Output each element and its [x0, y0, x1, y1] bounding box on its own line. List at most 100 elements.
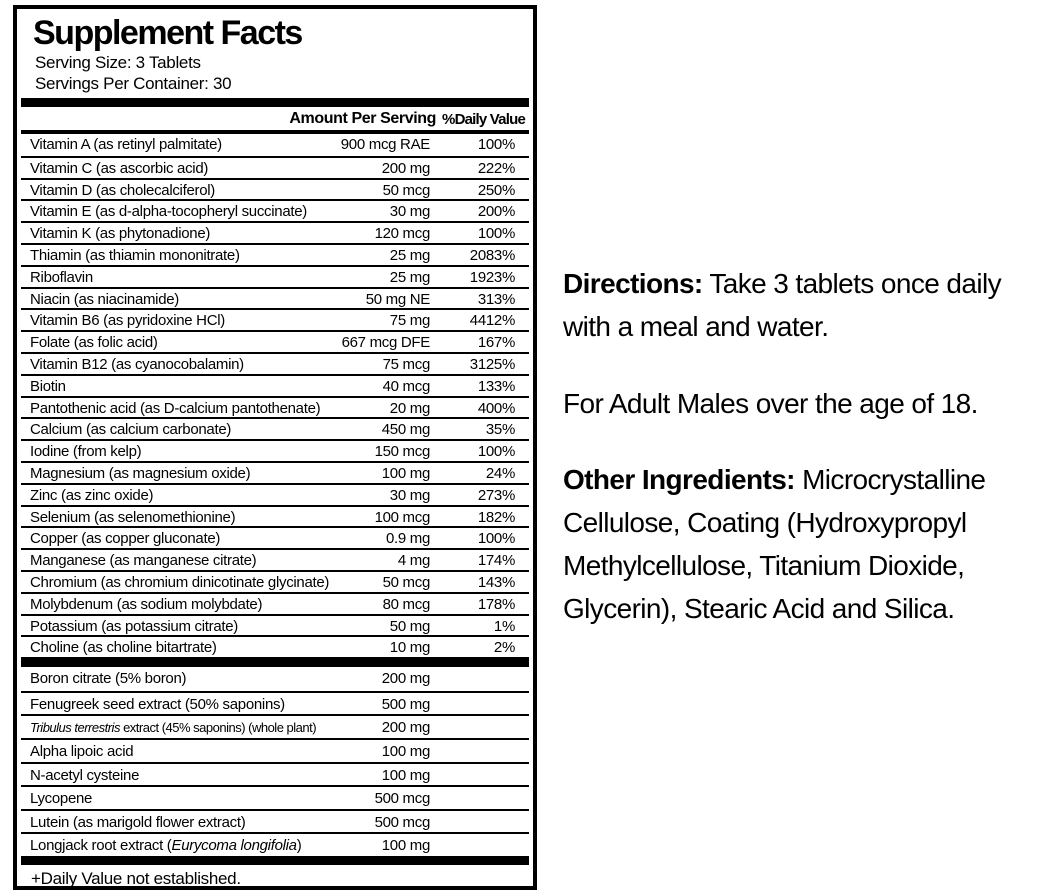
- nutrient-name: Calcium (as calcium carbonate): [30, 421, 232, 439]
- nutrient-daily-value: 100%: [477, 530, 515, 548]
- nutrient-amount: 450 mg: [381, 421, 431, 439]
- nutrient-daily-value: 143%: [477, 573, 515, 591]
- table-row: Choline (as choline bitartrate) 10 mg 2%: [21, 635, 529, 657]
- daily-value-column-header: %Daily Value: [442, 111, 526, 128]
- nutrient-daily-value: 3125%: [469, 355, 516, 373]
- table-row: Iodine (from kelp) 150 mcg 100%: [21, 439, 529, 461]
- nutrient-amount: 200 mg: [381, 159, 431, 177]
- table-row: Copper (as copper gluconate) 0.9 mg 100%: [21, 526, 529, 548]
- nutrients-table: Vitamin A (as retinyl palmitate) 900 mcg …: [21, 134, 529, 657]
- nutrient-name: Vitamin A (as retinyl palmitate): [30, 136, 222, 153]
- nutrient-name: Lycopene: [30, 790, 93, 808]
- nutrient-name: Potassium (as potassium citrate): [30, 617, 238, 635]
- table-row: Vitamin B6 (as pyridoxine HCl) 75 mg 4412%: [21, 308, 529, 330]
- nutrient-daily-value: 100%: [477, 225, 515, 243]
- nutrient-name: Magnesium (as magnesium oxide): [30, 464, 251, 482]
- nutrient-daily-value: 182%: [477, 508, 515, 526]
- other-ingredients-paragraph: Other Ingredients: Microcrystalline Cell…: [563, 458, 1050, 630]
- table-row: Lycopene 500 mcg: [21, 785, 529, 809]
- nutrient-amount: 100 mg: [381, 837, 431, 855]
- nutrient-name: Iodine (from kelp): [30, 443, 142, 461]
- table-row: Vitamin D (as cholecalciferol) 50 mcg 250%: [21, 177, 529, 200]
- nutrient-amount: 100 mcg: [374, 508, 431, 526]
- nutrient-daily-value: 400%: [477, 399, 515, 417]
- nutrient-daily-value: 4412%: [469, 312, 516, 330]
- directions-paragraph: Directions: Take 3 tablets once daily wi…: [563, 262, 1050, 348]
- nutrient-daily-value: 133%: [477, 377, 515, 395]
- nutrient-daily-value: 250%: [477, 181, 515, 199]
- nutrient-name: Vitamin E (as d-alpha-tocopheryl succina…: [30, 203, 307, 221]
- nutrient-daily-value: 174%: [477, 552, 515, 570]
- nutrient-name: Zinc (as zinc oxide): [30, 486, 154, 504]
- nutrient-name: Lutein (as marigold flower extract): [30, 813, 246, 831]
- amount-column-header: Amount Per Serving: [289, 110, 436, 127]
- nutrient-daily-value: 273%: [477, 486, 515, 504]
- nutrient-name: Alpha lipoic acid: [30, 742, 134, 760]
- nutrient-amount: 50 mcg: [382, 573, 431, 591]
- audience-text: For Adult Males over the age of 18.: [563, 388, 978, 419]
- audience-paragraph: For Adult Males over the age of 18.: [563, 382, 1050, 425]
- nutrient-name: Fenugreek seed extract (50% saponins): [30, 695, 285, 713]
- table-row: Fenugreek seed extract (50% saponins) 500…: [21, 690, 529, 715]
- table-row: Pantothenic acid (as D-calcium pantothen…: [21, 395, 529, 418]
- serving-size: Serving Size: 3 Tablets: [35, 53, 201, 72]
- nutrient-amount: 50 mg NE: [365, 290, 431, 308]
- other-ingredients-text: Microcrystalline Cellulose, Coating (Hyd…: [563, 464, 986, 624]
- nutrient-amount: 75 mcg: [382, 355, 431, 373]
- table-row: Vitamin K (as phytonadione) 120 mcg 100%: [21, 221, 529, 243]
- table-row: Molybdenum (as sodium molybdate) 80 mcg 17…: [21, 591, 529, 614]
- nutrient-amount: 30 mg: [389, 203, 431, 221]
- nutrient-amount: 150 mcg: [374, 443, 431, 461]
- table-row: Biotin 40 mcg 133%: [21, 373, 529, 396]
- nutrient-amount: 4 mg: [397, 552, 430, 570]
- nutrient-name: N-acetyl cysteine: [30, 766, 140, 784]
- nutrient-amount: 50 mg: [389, 617, 431, 635]
- nutrient-daily-value: 24%: [485, 464, 515, 482]
- nutrient-amount: 80 mcg: [382, 595, 431, 613]
- botanicals-table: Boron citrate (5% boron) 200 mg Fenugreek …: [21, 667, 529, 856]
- nutrient-daily-value: 178%: [477, 595, 515, 613]
- table-row: Folate (as folic acid) 667 mcg DFE 167%: [21, 330, 529, 352]
- nutrient-daily-value: 167%: [477, 334, 515, 352]
- table-row: Chromium (as chromium dinicotinate glyci…: [21, 569, 529, 592]
- nutrient-amount: 10 mg: [389, 639, 431, 657]
- nutrient-amount: 25 mg: [389, 246, 431, 264]
- nutrient-amount: 500 mcg: [374, 790, 431, 808]
- nutrient-name: Riboflavin: [30, 268, 93, 286]
- nutrient-daily-value: 100%: [477, 136, 515, 153]
- table-row: Vitamin C (as ascorbic acid) 200 mg 222%: [21, 155, 529, 178]
- nutrient-name: Molybdenum (as sodium molybdate): [30, 595, 263, 613]
- nutrient-amount: 50 mcg: [382, 181, 431, 199]
- nutrient-amount: 100 mg: [381, 742, 431, 760]
- nutrient-name: Copper (as copper gluconate): [30, 530, 221, 548]
- divider-bar: [21, 130, 529, 134]
- nutrient-amount: 200 mg: [381, 719, 431, 737]
- nutrient-amount: 200 mg: [381, 670, 431, 688]
- nutrient-name: Manganese (as manganese citrate): [30, 552, 257, 570]
- table-row: Calcium (as calcium carbonate) 450 mg 35%: [21, 417, 529, 439]
- directions-text: Take 3 tablets once daily with a meal an…: [563, 268, 1002, 342]
- nutrient-daily-value: 100%: [477, 443, 515, 461]
- table-row: Zinc (as zinc oxide) 30 mg 273%: [21, 482, 529, 505]
- column-header-row: Amount Per Serving %Daily Value: [21, 107, 529, 130]
- nutrient-name: Vitamin C (as ascorbic acid): [30, 159, 209, 177]
- nutrient-daily-value: 35%: [485, 421, 515, 439]
- nutrient-name: Longjack root extract (Eurycoma longifol…: [30, 837, 302, 855]
- nutrient-daily-value: 1%: [493, 617, 515, 635]
- table-row: Vitamin E (as d-alpha-tocopheryl succina…: [21, 199, 529, 221]
- divider-bar: [21, 98, 529, 107]
- table-row: Thiamin (as thiamin mononitrate) 25 mg 208…: [21, 242, 529, 265]
- table-row: Selenium (as selenomethionine) 100 mcg 182…: [21, 504, 529, 527]
- table-row: Riboflavin 25 mg 1923%: [21, 264, 529, 287]
- table-row: Alpha lipoic acid 100 mg: [21, 737, 529, 762]
- nutrient-name: Tribulus terrestris extract (45% saponin…: [30, 720, 317, 736]
- nutrient-daily-value: 222%: [477, 159, 515, 177]
- nutrient-amount: 100 mg: [381, 464, 431, 482]
- table-row: Tribulus terrestris extract (45% saponin…: [21, 714, 529, 738]
- nutrient-name: Selenium (as selenomethionine): [30, 508, 236, 526]
- table-row: Lutein (as marigold flower extract) 500 m…: [21, 808, 529, 833]
- servings-per-container: Servings Per Container: 30: [35, 74, 232, 93]
- nutrient-amount: 40 mcg: [382, 377, 431, 395]
- nutrient-name: Vitamin B12 (as cyanocobalamin): [30, 355, 244, 373]
- nutrient-daily-value: 200%: [477, 203, 515, 221]
